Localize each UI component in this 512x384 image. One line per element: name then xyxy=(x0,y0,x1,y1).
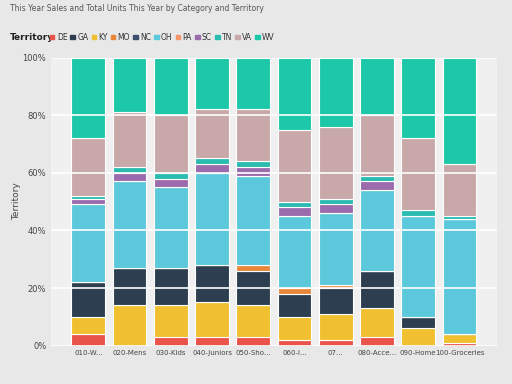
Bar xyxy=(237,265,270,271)
Bar xyxy=(195,158,229,164)
Bar xyxy=(154,58,188,115)
Bar xyxy=(154,337,188,346)
Y-axis label: Territory: Territory xyxy=(12,183,21,220)
Bar xyxy=(113,112,146,167)
Bar xyxy=(154,115,188,173)
Bar xyxy=(360,190,394,271)
Bar xyxy=(154,268,188,305)
Bar xyxy=(72,58,105,138)
Bar xyxy=(319,288,353,314)
Bar xyxy=(237,58,270,109)
Bar xyxy=(113,58,146,112)
Bar xyxy=(319,213,353,285)
Bar xyxy=(278,288,311,294)
Bar xyxy=(442,334,476,343)
Bar xyxy=(113,167,146,173)
Bar xyxy=(278,340,311,346)
Bar xyxy=(237,176,270,265)
Bar xyxy=(278,202,311,207)
Bar xyxy=(195,303,229,337)
Bar xyxy=(360,58,394,115)
Bar xyxy=(113,173,146,182)
Bar xyxy=(401,328,435,346)
Bar xyxy=(319,314,353,340)
Bar xyxy=(360,308,394,337)
Bar xyxy=(237,109,270,161)
Bar xyxy=(237,305,270,337)
Text: This Year Sales and Total Units This Year by Category and Territory: This Year Sales and Total Units This Yea… xyxy=(10,4,264,13)
Bar xyxy=(195,58,229,109)
Bar xyxy=(278,130,311,202)
Bar xyxy=(113,305,146,346)
Bar xyxy=(319,204,353,213)
Bar xyxy=(154,305,188,337)
Bar xyxy=(360,115,394,176)
Bar xyxy=(401,58,435,138)
Bar xyxy=(113,182,146,268)
Bar xyxy=(154,179,188,187)
Bar xyxy=(154,187,188,268)
Bar xyxy=(195,265,229,303)
Bar xyxy=(442,219,476,334)
Bar xyxy=(442,343,476,346)
Bar xyxy=(237,161,270,167)
Bar xyxy=(401,317,435,328)
Bar xyxy=(72,334,105,346)
Bar xyxy=(360,176,394,182)
Bar xyxy=(319,127,353,199)
Bar xyxy=(237,167,270,176)
Bar xyxy=(237,271,270,305)
Bar xyxy=(195,164,229,173)
Bar xyxy=(72,196,105,199)
Bar xyxy=(319,199,353,205)
Bar xyxy=(113,268,146,305)
Bar xyxy=(401,216,435,317)
Bar xyxy=(154,173,188,179)
Bar xyxy=(278,317,311,340)
Bar xyxy=(360,271,394,308)
Bar xyxy=(360,181,394,190)
Bar xyxy=(72,199,105,205)
Bar xyxy=(319,285,353,288)
Bar xyxy=(72,282,105,317)
Bar xyxy=(237,337,270,346)
Bar xyxy=(442,216,476,219)
Bar xyxy=(195,337,229,346)
Bar xyxy=(195,173,229,265)
Bar xyxy=(442,164,476,216)
Legend: DE, GA, KY, MO, NC, OH, PA, SC, TN, VA, WV: DE, GA, KY, MO, NC, OH, PA, SC, TN, VA, … xyxy=(50,33,275,41)
Bar xyxy=(72,205,105,282)
Bar xyxy=(278,294,311,317)
Bar xyxy=(442,58,476,164)
Bar xyxy=(401,138,435,210)
Bar xyxy=(195,109,229,158)
Bar xyxy=(72,138,105,196)
Bar xyxy=(319,58,353,127)
Bar xyxy=(278,58,311,130)
Bar xyxy=(278,216,311,288)
Bar xyxy=(360,337,394,346)
Bar xyxy=(278,207,311,216)
Bar xyxy=(401,210,435,216)
Bar xyxy=(72,317,105,334)
Bar xyxy=(319,340,353,346)
Text: Territory: Territory xyxy=(10,33,54,41)
